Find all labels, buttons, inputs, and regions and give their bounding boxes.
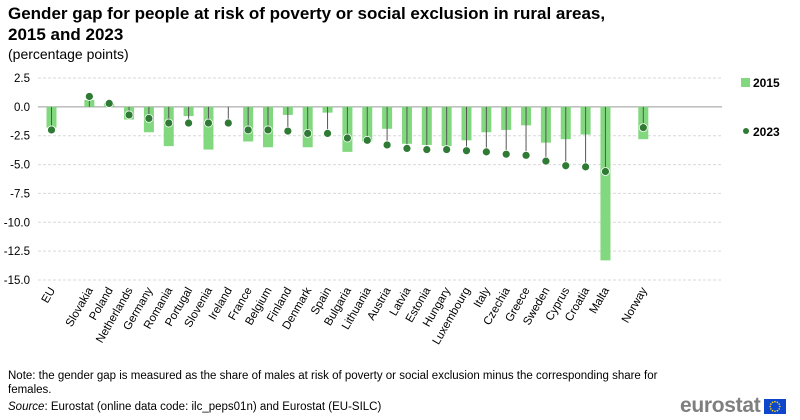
chart-subtitle: (percentage points) <box>8 46 129 62</box>
dot-2023 <box>104 98 114 108</box>
y-tick-label: -15.0 <box>4 275 30 287</box>
source-text: : Eurostat (online data code: ilc_peps01… <box>44 401 382 413</box>
dot-2023 <box>382 140 392 150</box>
flag-star <box>772 401 774 403</box>
flag-star <box>770 402 773 405</box>
flag-star <box>778 402 781 405</box>
eurostat-logo: eurostat <box>680 394 787 418</box>
dot-layer <box>47 92 648 176</box>
dot-2023 <box>263 125 273 135</box>
chart-title: Gender gap for people at risk of poverty… <box>8 4 606 44</box>
flag-star <box>774 410 777 412</box>
dot-2023 <box>481 147 491 157</box>
dot-2023 <box>541 156 551 166</box>
flag-star <box>779 405 782 407</box>
dot-2023 <box>442 145 452 154</box>
footnote: Note: the gender gap is measured as the … <box>8 370 658 396</box>
y-tick-label: -12.5 <box>4 246 30 258</box>
dot-2023 <box>422 145 432 154</box>
dot-2023 <box>402 144 412 153</box>
dot-2023 <box>184 118 194 128</box>
legend-label-2015: 2015 <box>753 76 780 90</box>
dot-2023 <box>243 125 253 135</box>
bar-2015 <box>203 106 214 150</box>
flag-star <box>778 407 781 410</box>
flag-star <box>772 409 774 411</box>
grid-layer <box>38 77 722 281</box>
axis-layer: 2.5 0.0 -2.5 -5.0 -7.5 -10.0 -12.5 -15.0 EU Slova… <box>4 73 650 347</box>
legend-label-2023: 2023 <box>753 125 780 139</box>
chart-area: 2.5 0.0 -2.5 -5.0 -7.5 -10.0 -12.5 -15.0 EU Slova… <box>4 73 780 347</box>
y-tick-label: 0.0 <box>14 102 30 114</box>
y-tick-label: -2.5 <box>10 131 30 143</box>
x-tick-label: Slovakia <box>64 285 96 329</box>
y-tick-label: -5.0 <box>10 160 30 172</box>
dot-2023 <box>124 110 134 120</box>
flag-star <box>774 400 777 402</box>
dot-2023 <box>47 125 56 135</box>
dot-2023 <box>323 129 332 138</box>
y-tick-label: 2.5 <box>14 73 30 85</box>
dot-2023 <box>283 126 293 136</box>
x-tick-label: Malta <box>588 285 613 316</box>
legend: 2015 2023 <box>741 76 780 139</box>
logo-text: eurostat <box>680 394 761 417</box>
legend-swatch-2023 <box>743 128 749 134</box>
eu-flag-icon <box>764 398 787 414</box>
dot-2023 <box>223 118 233 128</box>
dot-2023 <box>204 118 213 128</box>
dot-2023 <box>501 149 511 159</box>
flag-star <box>777 401 779 403</box>
dot-2023 <box>362 135 372 145</box>
bar-2015 <box>600 106 611 261</box>
y-tick-label: -10.0 <box>4 217 30 229</box>
dot-2023 <box>561 161 571 171</box>
x-tick-label: EU <box>40 286 58 306</box>
source-line: Source: Eurostat (online data code: ilc_… <box>8 401 381 413</box>
dot-2023 <box>164 118 174 128</box>
flag-star <box>770 407 773 410</box>
dot-2023 <box>303 129 313 138</box>
dot-2023 <box>521 150 531 160</box>
dot-2023 <box>638 123 648 133</box>
dot-2023 <box>144 114 154 123</box>
source-label: Source <box>8 401 45 413</box>
flag-star <box>769 405 772 407</box>
y-tick-label: -7.5 <box>10 188 30 200</box>
flag-star <box>777 409 779 411</box>
legend-swatch-2015 <box>741 78 750 87</box>
dot-2023 <box>462 146 471 156</box>
dot-2023 <box>601 167 610 176</box>
dot-2023 <box>581 162 590 172</box>
dot-2023 <box>342 133 352 143</box>
dot-2023 <box>84 92 94 101</box>
x-tick-label: Norway <box>620 285 650 325</box>
